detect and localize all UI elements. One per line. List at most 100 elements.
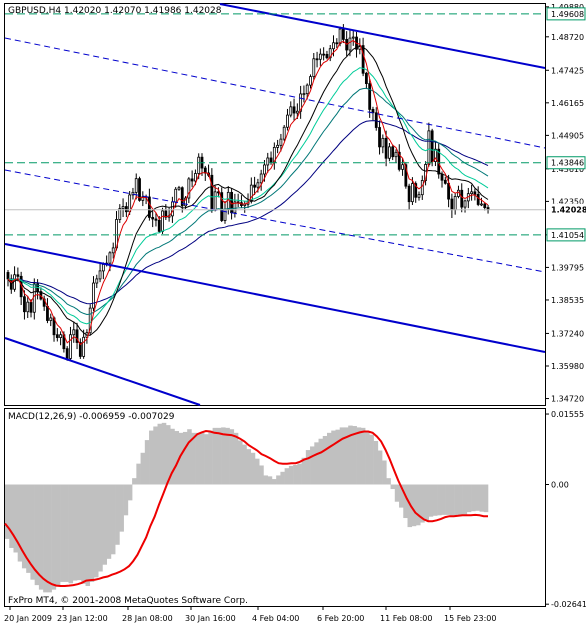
candle-body — [249, 184, 253, 202]
macd-signal-line — [4, 429, 488, 587]
candle-body — [253, 184, 257, 188]
macd-histogram-bar — [403, 484, 408, 519]
macd-header: MACD(12,26,9) -0.006959 -0.007029 — [8, 412, 175, 422]
price-axis-label: 1.49880 — [551, 3, 584, 12]
macd-histogram-bar — [250, 452, 256, 485]
candle-body — [407, 185, 411, 203]
candle-body — [368, 83, 372, 110]
candle-body — [65, 348, 69, 359]
price-axis-label: 1.35980 — [551, 362, 584, 371]
chart-header: GBPUSD,H4 1.42020 1.42070 1.41986 1.4202… — [8, 6, 222, 16]
macd-histogram-bar — [445, 484, 451, 515]
candle-body — [332, 42, 335, 50]
macd-histogram-bar — [314, 442, 319, 485]
channel-lower-line — [4, 337, 201, 406]
macd-histogram-bar — [267, 476, 273, 485]
candle-body — [473, 191, 477, 195]
candle-body — [480, 203, 483, 206]
candle-body — [312, 58, 316, 78]
moving-average-red — [7, 39, 489, 346]
macd-histogram-bar — [399, 484, 404, 508]
macd-histogram-bar — [225, 427, 230, 485]
main-panel-frame — [4, 3, 546, 406]
channel-mid-line-2 — [4, 169, 546, 273]
candle-body — [371, 109, 375, 114]
macd-histogram-bar — [77, 484, 82, 581]
macd-histogram-bar — [293, 465, 298, 485]
macd-histogram-bar — [204, 434, 209, 485]
macd-histogram-bar — [327, 432, 332, 485]
macd-histogram-bar — [471, 484, 476, 512]
candle-body — [138, 178, 141, 201]
candle-body — [404, 164, 408, 187]
macd-histogram-bar — [119, 484, 124, 532]
macd-histogram-bar — [331, 430, 336, 485]
macd-histogram-bar — [382, 460, 387, 485]
candle-body — [197, 156, 201, 174]
candle-body — [88, 307, 92, 334]
macd-histogram-bar — [449, 484, 455, 516]
candle-body — [397, 151, 401, 170]
macd-histogram-bar — [466, 484, 472, 513]
macd-histogram-bar — [343, 427, 349, 485]
macd-histogram-bar — [411, 484, 417, 527]
macd-histogram-bar — [13, 484, 19, 553]
candle-body — [72, 329, 76, 336]
candle-body — [364, 72, 368, 84]
macd-histogram-bar — [170, 428, 175, 485]
price-axis-label: 1.46165 — [551, 99, 584, 108]
time-axis-label: 4 Feb 04:00 — [252, 614, 299, 623]
candle-body — [391, 146, 395, 158]
candle-body — [157, 219, 161, 232]
candle-body — [174, 188, 178, 203]
macd-histogram-bar — [458, 484, 463, 516]
candle-body — [151, 217, 155, 220]
candle-body — [443, 179, 447, 184]
macd-panel-frame — [4, 408, 546, 607]
candle-body — [124, 206, 128, 213]
macd-histogram-bar — [305, 450, 311, 485]
channel-mid-line-1 — [4, 37, 546, 149]
candle-body — [23, 296, 26, 313]
candle-body — [295, 110, 299, 114]
macd-histogram-bar — [195, 432, 201, 485]
macd-plot-layer — [4, 422, 489, 593]
moving-average-green — [7, 67, 489, 325]
macd-histogram-bar — [263, 475, 268, 485]
candle-body — [401, 164, 404, 170]
macd-histogram-bar — [390, 484, 396, 490]
macd-histogram-bar — [208, 430, 213, 485]
price-axis-label: 1.44905 — [551, 131, 584, 140]
price-axis-label: 1.42350 — [551, 197, 584, 206]
price-axis-label: 1.39795 — [551, 263, 584, 272]
macd-histogram-bar — [182, 431, 188, 485]
macd-histogram-bar — [106, 484, 112, 559]
time-axis-label: 6 Feb 20:00 — [317, 614, 364, 623]
macd-histogram-bar — [199, 432, 205, 485]
candle-body — [95, 278, 99, 284]
macd-histogram-bar — [144, 440, 150, 485]
price-axis-label: 1.37240 — [551, 329, 584, 338]
time-axis-label: 11 Feb 08:00 — [380, 614, 432, 623]
time-axis-label: 30 Jan 16:00 — [185, 614, 236, 623]
candle-body — [476, 194, 480, 205]
price-axis-label: 1.43610 — [551, 165, 584, 174]
candle-body — [338, 28, 342, 44]
macd-histogram-bar — [428, 484, 434, 517]
macd-histogram-bar — [280, 471, 285, 485]
candle-body — [75, 329, 79, 343]
macd-histogram-bar — [17, 484, 23, 562]
time-axis-label: 15 Feb 23:00 — [444, 614, 496, 623]
candle-body — [394, 151, 398, 158]
macd-histogram-bar — [229, 429, 235, 485]
candle-body — [82, 336, 86, 357]
macd-histogram-bar — [339, 427, 345, 485]
candle-body — [269, 157, 273, 163]
macd-histogram-bar — [21, 484, 27, 569]
macd-histogram-bar — [166, 425, 171, 485]
candle-body — [26, 301, 30, 313]
candle-body — [470, 191, 474, 195]
macd-histogram-bar — [254, 458, 260, 485]
candle-body — [414, 183, 418, 198]
